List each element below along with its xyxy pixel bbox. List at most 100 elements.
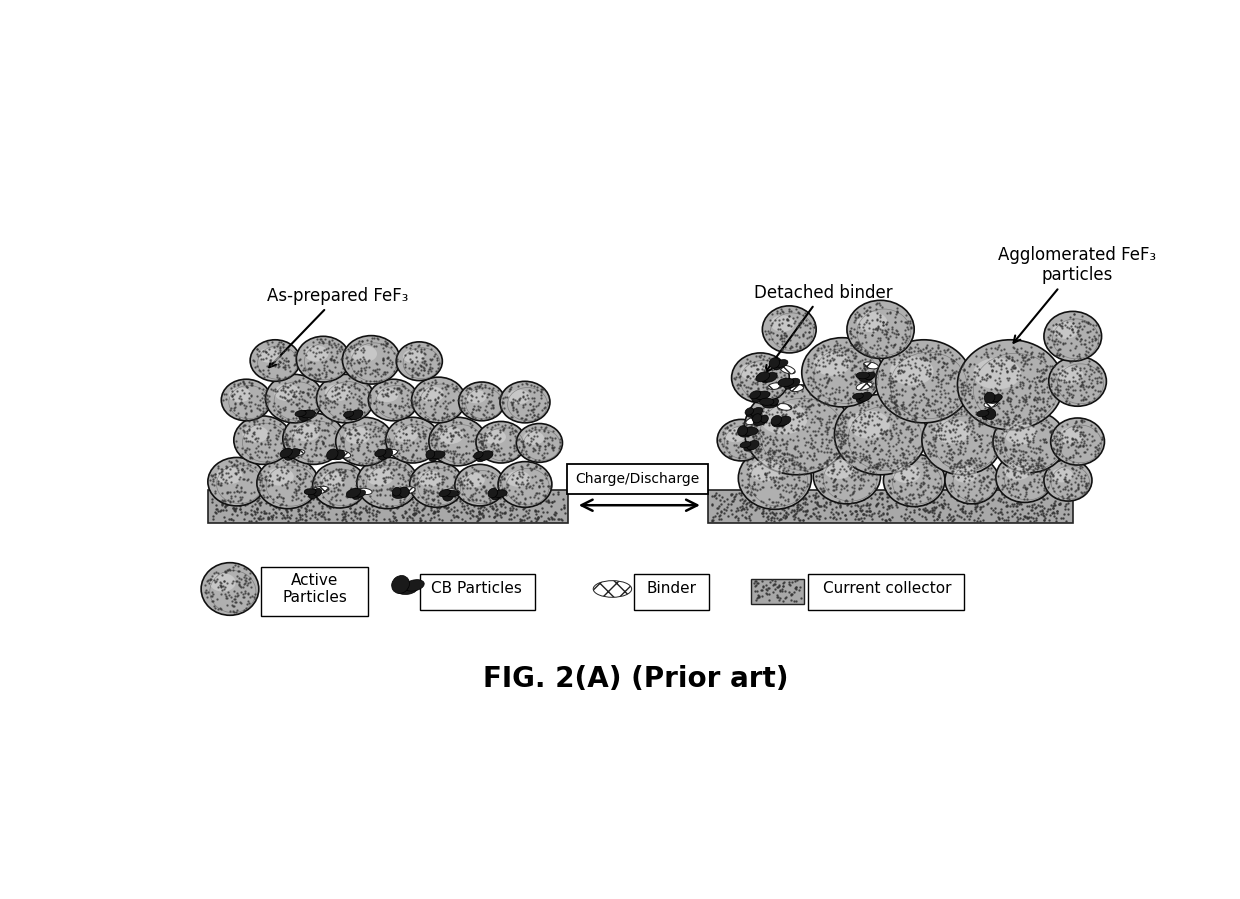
Point	[308, 362, 327, 377]
Ellipse shape	[790, 385, 804, 392]
Point	[340, 356, 360, 370]
Point	[766, 375, 786, 389]
Point	[482, 385, 502, 399]
Point	[500, 448, 520, 462]
Point	[1053, 488, 1073, 503]
Point	[217, 494, 237, 509]
Point	[751, 369, 771, 384]
Point	[393, 450, 413, 465]
Point	[309, 421, 329, 435]
Point	[549, 432, 569, 447]
Point	[745, 503, 765, 517]
Point	[438, 378, 458, 393]
Point	[851, 453, 870, 467]
Point	[848, 367, 868, 381]
Point	[362, 366, 382, 380]
Point	[414, 426, 434, 441]
Point	[283, 454, 303, 468]
Point	[773, 425, 792, 440]
Point	[915, 503, 935, 518]
Point	[456, 446, 476, 460]
Point	[988, 412, 1008, 426]
Point	[247, 504, 267, 519]
Point	[1081, 372, 1101, 387]
Point	[305, 475, 325, 489]
Point	[506, 439, 526, 453]
Point	[817, 396, 837, 410]
Point	[232, 596, 252, 610]
Point	[810, 498, 830, 512]
Point	[784, 457, 804, 471]
Point	[450, 494, 470, 509]
Point	[977, 367, 997, 381]
Point	[921, 350, 941, 364]
Point	[765, 423, 785, 438]
Point	[965, 500, 985, 514]
Point	[782, 452, 802, 467]
Point	[785, 458, 805, 472]
Point	[1076, 379, 1096, 394]
Point	[955, 414, 975, 429]
Point	[310, 352, 330, 367]
Point	[211, 470, 231, 485]
Point	[1013, 348, 1033, 362]
Point	[929, 419, 949, 433]
Point	[928, 408, 947, 423]
Point	[1048, 348, 1068, 362]
Point	[377, 382, 397, 396]
Point	[280, 363, 300, 378]
Point	[929, 507, 949, 521]
Point	[1007, 368, 1027, 382]
Point	[835, 429, 854, 443]
Point	[275, 343, 295, 357]
Point	[825, 385, 844, 399]
Point	[458, 381, 477, 396]
Point	[269, 340, 289, 354]
Point	[392, 407, 412, 422]
Point	[325, 383, 345, 397]
Point	[1059, 387, 1079, 402]
Point	[753, 480, 773, 494]
Point	[513, 439, 533, 453]
Point	[201, 589, 221, 603]
Point	[900, 431, 920, 445]
Point	[293, 475, 312, 489]
Point	[321, 450, 341, 464]
Point	[1022, 510, 1042, 524]
Point	[936, 450, 956, 464]
Point	[880, 481, 900, 495]
Point	[1054, 372, 1074, 387]
Point	[1024, 497, 1044, 512]
Point	[1048, 385, 1068, 399]
Point	[319, 363, 339, 378]
Point	[265, 506, 285, 521]
Point	[360, 509, 379, 523]
Point	[859, 485, 879, 500]
Point	[962, 444, 982, 458]
Point	[1083, 387, 1102, 401]
Point	[456, 495, 476, 510]
Point	[424, 496, 444, 511]
Point	[215, 510, 234, 524]
Point	[228, 463, 248, 477]
Point	[423, 445, 443, 459]
Point	[870, 334, 890, 348]
Point	[766, 498, 786, 512]
Point	[825, 392, 844, 406]
Point	[744, 429, 764, 443]
Point	[196, 577, 216, 592]
Point	[1048, 337, 1068, 352]
Point	[552, 502, 572, 516]
Point	[799, 354, 818, 369]
Point	[1071, 485, 1091, 500]
Point	[533, 494, 553, 508]
Point	[528, 510, 548, 524]
Point	[503, 401, 523, 415]
Point	[391, 386, 410, 400]
Point	[861, 496, 880, 511]
Point	[1012, 341, 1032, 355]
Point	[787, 503, 807, 518]
Point	[794, 496, 813, 511]
Point	[351, 395, 371, 409]
Point	[745, 349, 765, 363]
